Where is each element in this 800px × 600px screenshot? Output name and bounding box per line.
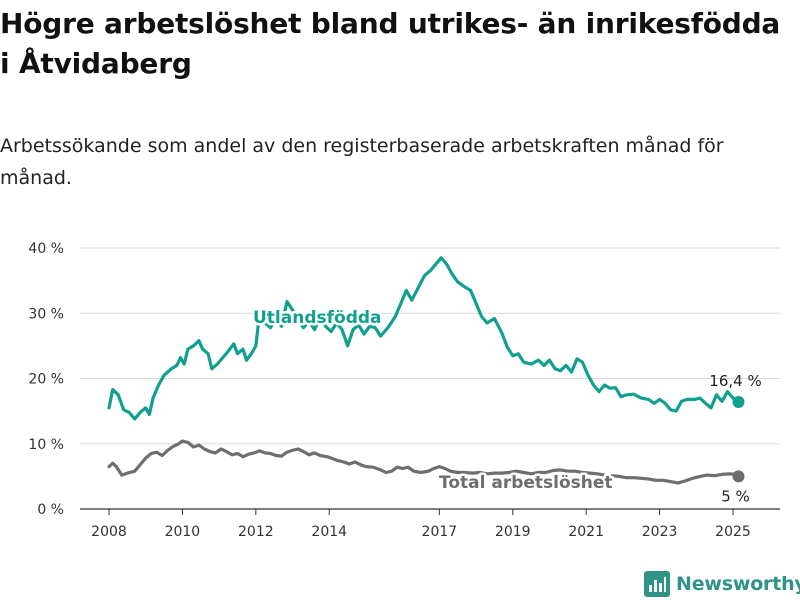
x-tick-label: 2019 [495, 524, 531, 540]
utlandsfodda-end-point [732, 395, 745, 408]
y-tick-label: 10 % [28, 437, 64, 453]
utlandsfodda-line [107, 256, 741, 421]
series-labels: Utlandsfödda Total arbetslöshet 16,4 % 5 % [251, 306, 762, 506]
y-tick-label: 40 % [28, 241, 64, 257]
total-end-point [732, 470, 745, 483]
newsworthy-logo-icon [644, 571, 670, 597]
x-tick-label: 2025 [715, 524, 751, 540]
brand-logo: Newsworthy [644, 570, 800, 598]
x-tick-label: 2017 [422, 524, 458, 540]
x-tick-label: 2014 [311, 524, 347, 540]
x-tick-label: 2010 [165, 524, 201, 540]
y-axis-ticks: 0 % 10 % 20 % 30 % 40 % [28, 241, 64, 518]
x-tick-label: 2021 [568, 524, 604, 540]
brand-name: Newsworthy [676, 573, 800, 595]
y-tick-label: 20 % [28, 372, 64, 388]
total-line [107, 439, 741, 485]
y-tick-label: 0 % [37, 502, 64, 518]
total-series-label: Total arbetslöshet [439, 473, 613, 493]
chart-subtitle: Arbetssökande som andel av den registerb… [0, 135, 724, 189]
x-tick-label: 2023 [642, 524, 678, 540]
chart-title: Högre arbetslöshet bland utrikes- än inr… [0, 7, 781, 80]
utlandsfodda-end-label: 16,4 % [709, 372, 761, 390]
series-lines [107, 256, 745, 485]
total-end-label: 5 % [721, 487, 750, 505]
y-tick-label: 30 % [28, 306, 64, 322]
x-tick-label: 2008 [91, 524, 127, 540]
utlandsfodda-series-label: Utlandsfödda [253, 308, 382, 328]
x-axis: 2008 2010 2012 2014 2017 2019 2021 2023 2025 [91, 509, 751, 540]
x-tick-label: 2012 [238, 524, 274, 540]
grid-lines [80, 247, 780, 510]
